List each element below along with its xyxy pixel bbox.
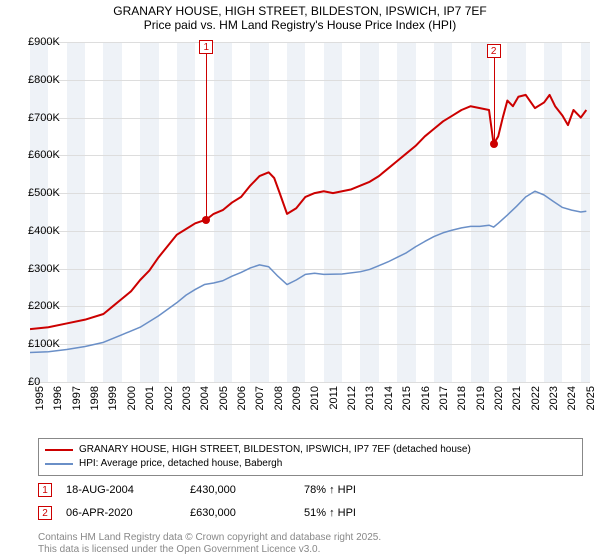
legend-label: HPI: Average price, detached house, Babe… — [79, 457, 282, 471]
x-axis-label: 2017 — [438, 386, 450, 416]
x-axis-label: 2003 — [181, 386, 193, 416]
x-axis-label: 1995 — [34, 386, 46, 416]
attribution-line1: Contains HM Land Registry data © Crown c… — [38, 532, 381, 544]
plot-area: £0£100K£200K£300K£400K£500K£600K£700K£80… — [30, 42, 590, 383]
legend-label: GRANARY HOUSE, HIGH STREET, BILDESTON, I… — [79, 443, 471, 457]
x-axis-label: 2020 — [493, 386, 505, 416]
x-axis-label: 1998 — [89, 386, 101, 416]
gridline — [30, 382, 590, 383]
sale-marker-flag: 2 — [487, 44, 501, 58]
x-axis-label: 2015 — [401, 386, 413, 416]
attribution-line2: This data is licensed under the Open Gov… — [38, 544, 381, 556]
legend-box: GRANARY HOUSE, HIGH STREET, BILDESTON, I… — [38, 438, 583, 476]
sale-marker-flag: 1 — [199, 40, 213, 54]
sale-pct: 78% ↑ HPI — [304, 484, 404, 496]
x-axis-label: 1997 — [71, 386, 83, 416]
legend-row: HPI: Average price, detached house, Babe… — [45, 457, 576, 471]
sale-marker-line — [206, 54, 207, 220]
chart-titles: GRANARY HOUSE, HIGH STREET, BILDESTON, I… — [0, 0, 600, 32]
x-axis-label: 2007 — [254, 386, 266, 416]
sale-price: £430,000 — [190, 484, 290, 496]
x-axis-label: 2004 — [199, 386, 211, 416]
title-sub: Price paid vs. HM Land Registry's House … — [0, 18, 600, 32]
legend-swatch — [45, 463, 73, 465]
x-axis-label: 2000 — [126, 386, 138, 416]
x-axis-label: 2019 — [475, 386, 487, 416]
sale-marker-line — [494, 58, 495, 144]
sale-price: £630,000 — [190, 507, 290, 519]
x-axis-label: 2018 — [456, 386, 468, 416]
sale-pct: 51% ↑ HPI — [304, 507, 404, 519]
x-axis-label: 2009 — [291, 386, 303, 416]
x-axis-label: 2005 — [218, 386, 230, 416]
x-axis-label: 2021 — [511, 386, 523, 416]
x-axis-label: 2016 — [420, 386, 432, 416]
x-axis-label: 1996 — [52, 386, 64, 416]
title-main: GRANARY HOUSE, HIGH STREET, BILDESTON, I… — [0, 4, 600, 18]
x-axis-label: 2008 — [273, 386, 285, 416]
sale-row: 2 06-APR-2020 £630,000 51% ↑ HPI — [38, 506, 404, 520]
x-axis-label: 2022 — [530, 386, 542, 416]
x-axis-label: 2024 — [566, 386, 578, 416]
x-axis-label: 2025 — [585, 386, 597, 416]
x-axis-label: 2006 — [236, 386, 248, 416]
sale-row: 1 18-AUG-2004 £430,000 78% ↑ HPI — [38, 483, 404, 497]
x-axis-label: 2023 — [548, 386, 560, 416]
series-hpi — [30, 191, 586, 352]
legend-row: GRANARY HOUSE, HIGH STREET, BILDESTON, I… — [45, 443, 576, 457]
x-axis-label: 2002 — [163, 386, 175, 416]
legend-swatch — [45, 449, 73, 451]
x-axis-label: 2010 — [309, 386, 321, 416]
x-axis-label: 2011 — [328, 386, 340, 416]
x-axis-label: 2014 — [383, 386, 395, 416]
x-axis-label: 1999 — [107, 386, 119, 416]
attribution-text: Contains HM Land Registry data © Crown c… — [38, 532, 381, 556]
series-price_paid — [30, 95, 586, 329]
sale-row-marker: 1 — [38, 483, 52, 497]
sale-date: 06-APR-2020 — [66, 507, 176, 519]
chart-container: GRANARY HOUSE, HIGH STREET, BILDESTON, I… — [0, 0, 600, 560]
chart-lines — [30, 42, 590, 382]
x-axis-label: 2001 — [144, 386, 156, 416]
x-axis-label: 2012 — [346, 386, 358, 416]
x-axis-label: 2013 — [364, 386, 376, 416]
sale-row-marker: 2 — [38, 506, 52, 520]
sale-date: 18-AUG-2004 — [66, 484, 176, 496]
